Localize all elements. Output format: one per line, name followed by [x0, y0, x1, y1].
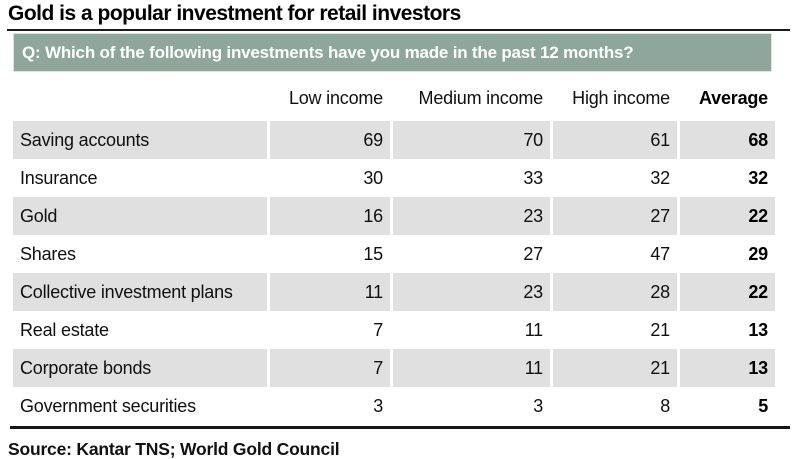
table-row-government-securities: Government securities 3 3 8 5	[13, 387, 775, 425]
bottom-divider	[10, 426, 790, 429]
table-row-real-estate: Real estate 7 11 21 13	[13, 311, 775, 349]
cell-high-income: 21	[650, 320, 670, 340]
table-row-saving-accounts: Saving accounts 69 70 61 68	[13, 121, 775, 159]
column-header-medium-income: Medium income	[418, 88, 544, 108]
table-row-corporate-bonds: Corporate bonds 7 11 21 13	[13, 349, 775, 387]
column-header-high-income: High income	[572, 88, 670, 108]
cell-low-income: 16	[270, 197, 390, 235]
cell-medium-income: 11	[524, 320, 543, 340]
table-header-row: Low income Medium income High income Averag…	[13, 82, 775, 114]
source-note: Source: Kantar TNS; World Gold Council	[8, 439, 340, 459]
cell-average: 29	[748, 244, 768, 264]
cell-average: 13	[748, 320, 768, 340]
cell-high-income: 47	[650, 244, 670, 264]
title-divider	[7, 29, 790, 31]
table-row-shares: Shares 15 27 47 29	[13, 235, 775, 273]
investments-table: Saving accounts 69 70 61 68 Insurance 30 33 32 32…	[13, 121, 775, 425]
cell-average: 68	[680, 121, 775, 159]
cell-high-income: 28	[553, 273, 677, 311]
cell-medium-income: 27	[523, 244, 543, 264]
cell-low-income: 30	[363, 168, 383, 188]
row-label: Corporate bonds	[13, 349, 267, 387]
row-label: Shares	[20, 244, 76, 264]
cell-average: 32	[748, 168, 768, 188]
cell-high-income: 27	[553, 197, 677, 235]
cell-high-income: 61	[553, 121, 677, 159]
cell-medium-income: 3	[533, 396, 543, 416]
table-row-insurance: Insurance 30 33 32 32	[13, 159, 775, 197]
cell-low-income: 7	[373, 320, 383, 340]
column-header-average: Average	[699, 88, 768, 108]
cell-medium-income: 23	[393, 197, 550, 235]
cell-low-income: 15	[363, 244, 383, 264]
page-title: Gold is a popular investment for retail …	[8, 2, 461, 25]
cell-low-income: 69	[270, 121, 390, 159]
cell-high-income: 21	[553, 349, 677, 387]
cell-medium-income: 23	[393, 273, 550, 311]
row-label: Saving accounts	[13, 121, 267, 159]
column-header-spacer	[13, 82, 267, 114]
cell-low-income: 11	[270, 273, 390, 311]
question-banner: Q: Which of the following investments ha…	[13, 33, 772, 72]
cell-low-income: 3	[373, 396, 383, 416]
cell-average: 22	[680, 273, 775, 311]
row-label: Gold	[13, 197, 267, 235]
question-text: Q: Which of the following investments ha…	[22, 42, 634, 62]
table-row-collective-investment-plans: Collective investment plans 11 23 28 22	[13, 273, 775, 311]
cell-medium-income: 33	[523, 168, 543, 188]
column-header-low-income: Low income	[288, 88, 383, 108]
cell-low-income: 7	[270, 349, 390, 387]
cell-average: 5	[758, 396, 768, 416]
table-row-gold: Gold 16 23 27 22	[13, 197, 775, 235]
cell-medium-income: 70	[393, 121, 550, 159]
row-label: Real estate	[20, 320, 109, 340]
cell-average: 13	[680, 349, 775, 387]
cell-high-income: 32	[650, 168, 670, 188]
cell-medium-income: 11	[393, 349, 550, 387]
row-label: Collective investment plans	[13, 273, 267, 311]
row-label: Insurance	[20, 168, 98, 188]
cell-high-income: 8	[660, 396, 670, 416]
cell-average: 22	[680, 197, 775, 235]
row-label: Government securities	[20, 396, 196, 416]
